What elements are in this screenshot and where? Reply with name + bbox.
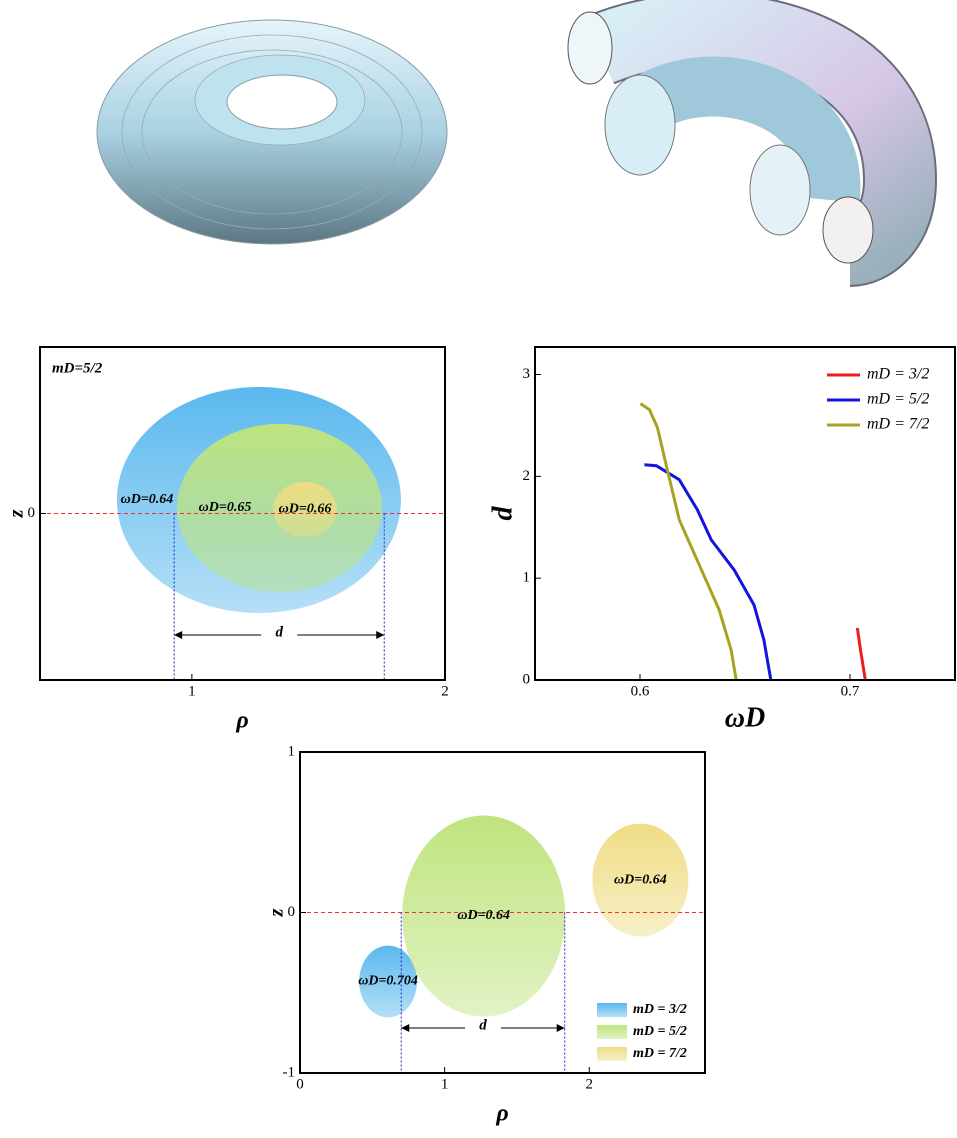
y-axis-label: z [6, 509, 28, 518]
legend-label: mD = 3/2 [867, 366, 929, 383]
x-tick-label: 0.7 [841, 683, 860, 699]
y-tick-label: 2 [523, 468, 531, 484]
ellipse-label: ωD=0.64 [121, 492, 174, 507]
legend-label: mD = 3/2 [633, 1002, 687, 1017]
ellipse-label: ωD=0.64 [457, 908, 510, 923]
y-axis-label: z [266, 908, 288, 917]
plot-area [640, 404, 865, 680]
legend-label: mD = 5/2 [867, 391, 929, 408]
x-tick-label: 1 [441, 1076, 449, 1092]
legend-label: mD = 7/2 [633, 1046, 687, 1061]
x-tick-label: 0.6 [631, 683, 650, 699]
legend-swatch [597, 1003, 627, 1017]
y-tick-label: -1 [283, 1064, 296, 1080]
x-tick-label: 2 [586, 1076, 594, 1092]
legend-swatch [597, 1025, 627, 1039]
ellipse-label: ωD=0.64 [614, 872, 667, 887]
ellipse-label: ωD=0.65 [199, 500, 252, 515]
series-line [857, 628, 865, 680]
x-axis-label: ρ [235, 708, 248, 734]
y-tick-label: 1 [288, 743, 296, 759]
x-axis-label: ρ [495, 1101, 508, 1127]
d-label: d [479, 1017, 487, 1033]
series-line [640, 404, 736, 680]
x-tick-label: 2 [441, 683, 449, 699]
x-tick-label: 0 [296, 1076, 304, 1092]
series-line [644, 465, 770, 680]
figure: ωD=0.64 ωD=0.65 ωD=0.66 d mD=5/2 1 2 0 ρ z mD = 3/… [0, 0, 957, 1138]
legend-label: mD = 5/2 [633, 1024, 687, 1039]
d-label: d [275, 624, 283, 640]
y-tick-label: 0 [28, 505, 36, 521]
ellipse-label: ωD=0.66 [279, 502, 332, 517]
x-tick-label: 1 [188, 683, 196, 699]
legend-swatch [597, 1047, 627, 1061]
y-tick-label: 0 [288, 904, 296, 920]
legend-label: mD = 7/2 [867, 416, 929, 433]
y-axis-label: d [487, 506, 518, 521]
y-tick-label: 1 [523, 570, 531, 586]
x-axis-label: ωD [725, 702, 765, 733]
y-tick-label: 0 [523, 671, 531, 687]
tube-illustration [568, 12, 900, 263]
torus-illustration [97, 20, 447, 244]
ellipse-label: ωD=0.704 [358, 974, 418, 989]
panel-title: mD=5/2 [52, 360, 103, 376]
y-tick-label: 3 [523, 366, 531, 382]
